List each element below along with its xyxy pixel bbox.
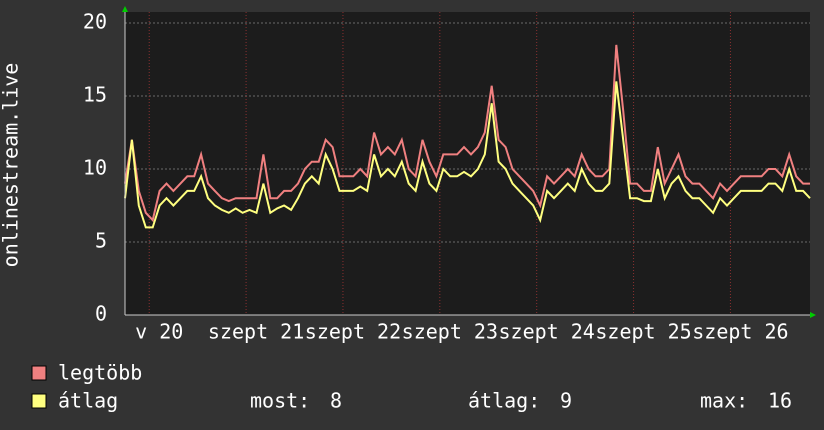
- series-line: [124, 44, 810, 223]
- y-axis-label: onlinestream.live: [0, 63, 23, 268]
- plot-area: [125, 12, 810, 315]
- x-tick-label: szept 22: [305, 320, 401, 344]
- x-tick-label: szept 21: [208, 320, 304, 344]
- legend-label: átlag: [58, 389, 118, 413]
- x-tick-label: szept 25: [595, 320, 691, 344]
- legend-label: legtöbb: [58, 361, 142, 385]
- stat-value: 16: [768, 389, 792, 413]
- x-tick-label: szept 24: [499, 320, 595, 344]
- lines: [124, 44, 811, 229]
- axis-arrow: [122, 6, 128, 12]
- x-tick-label: szept 26: [692, 320, 788, 344]
- axis-arrow: [810, 312, 816, 318]
- stat-label: most:: [250, 389, 310, 413]
- legend-swatch: [31, 365, 47, 381]
- series-line: [124, 81, 811, 229]
- legend: legtöbb átlag most: 8 átlag: 9 max: 16: [31, 361, 792, 413]
- y-tick-label: 0: [95, 302, 107, 326]
- stat-value: 8: [330, 389, 342, 413]
- stat-value: 9: [560, 389, 572, 413]
- y-tick-label: 15: [83, 83, 107, 107]
- x-tick-label: szept 23: [402, 320, 498, 344]
- y-tick-label: 10: [83, 156, 107, 180]
- y-tick-label: 5: [95, 229, 107, 253]
- x-tick-label: v 20: [135, 320, 183, 344]
- stat-label: max:: [700, 389, 748, 413]
- stat-label: átlag:: [468, 389, 540, 413]
- grid: [125, 12, 810, 316]
- y-tick-label: 20: [83, 10, 107, 34]
- legend-swatch: [31, 393, 47, 409]
